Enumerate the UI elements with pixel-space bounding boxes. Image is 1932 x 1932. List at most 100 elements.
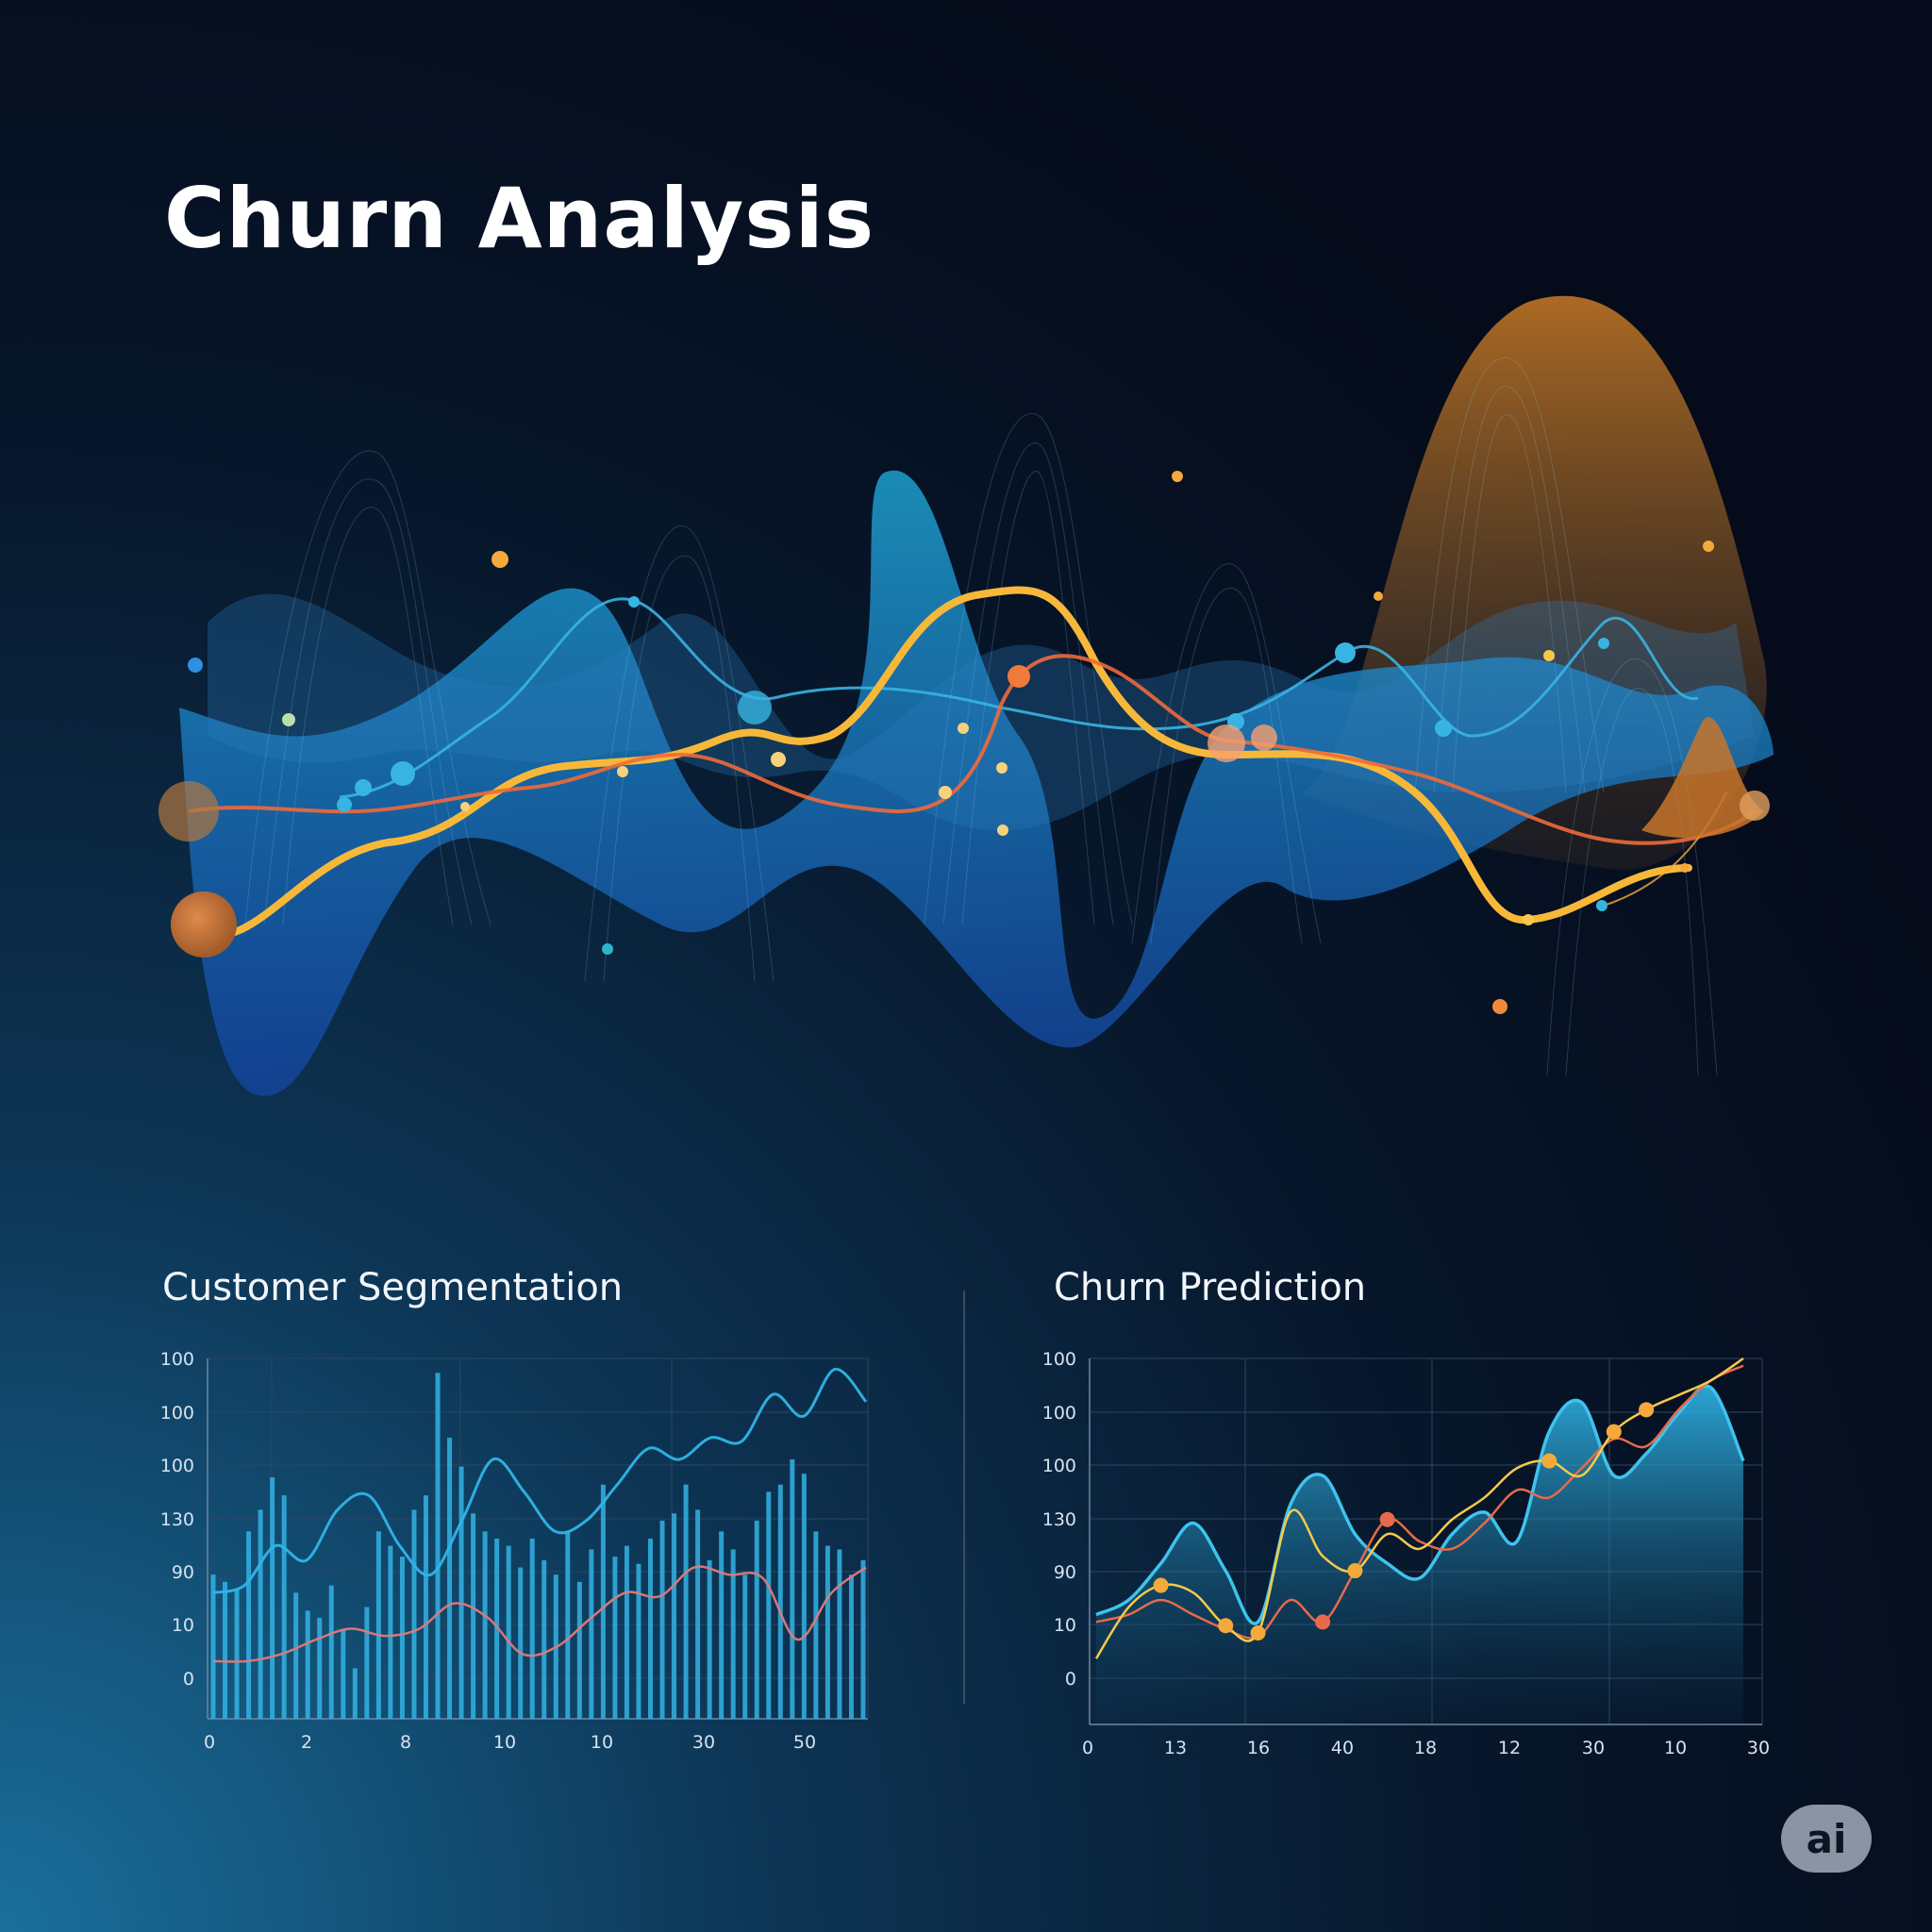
page-title: Churn Analysis [164,170,875,267]
x-tick-label: 10 [591,1732,613,1753]
ai-badge: ai [1781,1805,1872,1873]
data-point-marker [1218,1618,1234,1634]
wave-line-blue [339,597,1699,799]
bar [624,1545,629,1719]
bar [341,1628,346,1719]
bar [576,1581,582,1719]
area-fill [1096,1386,1743,1723]
bar [423,1495,428,1719]
bar [246,1531,252,1719]
bar [813,1531,819,1719]
x-tick-label: 0 [1082,1738,1093,1758]
panel-title-customer-segmentation: Customer Segmentation [162,1266,624,1309]
wave-dots [188,471,1714,1014]
bar [695,1509,701,1719]
bar [707,1559,712,1719]
bar [270,1477,275,1719]
y-tick-label: 100 [1042,1349,1076,1370]
wave-line-red [188,654,1757,845]
data-point-marker [1153,1577,1169,1593]
data-point-marker [1541,1453,1557,1469]
x-tick-label: 13 [1164,1738,1187,1758]
bar [399,1557,405,1719]
bar [766,1491,772,1719]
bar [447,1438,453,1719]
bar [317,1618,323,1719]
series-line [212,1565,867,1663]
wave-blue-secondary [208,593,1755,830]
series-line-yellow [1094,1357,1744,1659]
bar [860,1559,866,1719]
x-tick-label: 8 [400,1732,411,1753]
wave-blue-main [179,470,1774,1096]
bar [801,1474,807,1719]
bar [754,1520,759,1719]
wave-ball-left [158,781,219,841]
hero-wave-illustration [158,295,1774,1096]
bar [293,1592,299,1719]
bar [435,1373,441,1719]
bar [777,1484,783,1719]
bar [482,1531,488,1719]
y-tick-label: 90 [1054,1562,1076,1583]
bar [659,1520,665,1719]
x-tick-label: 12 [1498,1738,1521,1758]
x-tick-label: 30 [1582,1738,1605,1758]
bar [411,1509,417,1719]
x-tick-label: 50 [793,1732,816,1753]
bar [612,1557,618,1719]
bar [352,1668,358,1719]
y-tick-label: 100 [160,1349,194,1370]
bar [636,1563,641,1719]
y-tick-label: 130 [160,1509,194,1530]
x-tick-label: 40 [1331,1738,1354,1758]
y-tick-label: 130 [1042,1509,1076,1530]
bar [518,1567,524,1719]
bar [388,1545,393,1719]
bar [589,1549,594,1719]
y-tick-label: 10 [1054,1615,1076,1636]
bar [458,1466,464,1719]
area-line [1095,1384,1745,1625]
y-tick-label: 100 [1042,1403,1076,1424]
bar [648,1539,654,1719]
y-tick-label: 0 [1065,1669,1076,1690]
y-tick-label: 100 [160,1403,194,1424]
bar [494,1539,500,1719]
wave-orange-bump [1641,717,1764,839]
bar [730,1549,736,1719]
x-tick-label: 2 [301,1732,312,1753]
bar [234,1589,240,1719]
data-point-marker [1606,1424,1622,1440]
data-point-marker [1639,1402,1655,1418]
bar [790,1458,795,1719]
bar [683,1484,689,1719]
wave-contour-lines [244,357,1718,1076]
bar [837,1549,842,1719]
wave-ball-large [171,891,237,958]
bar [471,1513,476,1719]
bar [541,1559,547,1719]
series-line-red [1095,1364,1744,1640]
data-point-marker [1315,1614,1331,1630]
series-line [212,1367,868,1594]
x-tick-label: 10 [1664,1738,1687,1758]
x-tick-label: 0 [204,1732,215,1753]
bar [223,1581,228,1719]
y-tick-label: 90 [172,1562,194,1583]
y-tick-label: 100 [160,1456,194,1476]
x-tick-label: 30 [1747,1738,1770,1758]
panel-title-churn-prediction: Churn Prediction [1054,1266,1367,1309]
bar [506,1545,511,1719]
bar [305,1610,310,1719]
bar [672,1513,677,1719]
y-tick-label: 0 [183,1669,194,1690]
bar [210,1574,216,1719]
panel-divider [963,1291,965,1704]
bar [364,1607,370,1719]
x-tick-label: 30 [692,1732,715,1753]
bar [719,1531,724,1719]
bar [824,1545,830,1719]
